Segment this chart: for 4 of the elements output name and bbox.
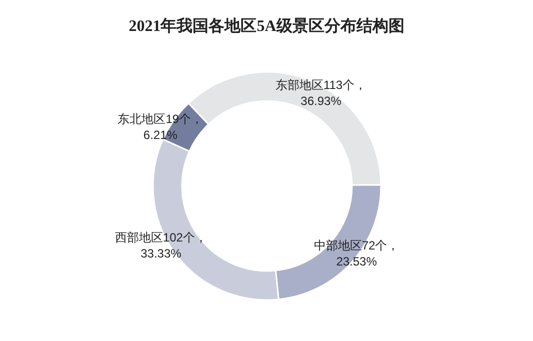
- slice-label: 西部地区102个，33.33%: [114, 230, 207, 261]
- slice-label: 中部地区72个，23.53%: [314, 238, 400, 269]
- slice-label: 东部地区113个，36.93%: [275, 78, 367, 108]
- chart-title: 2021年我国各地区5A级景区分布结构图: [128, 17, 404, 35]
